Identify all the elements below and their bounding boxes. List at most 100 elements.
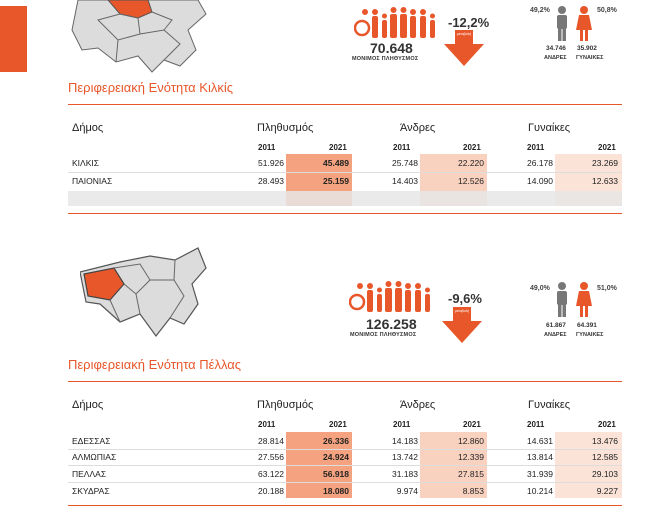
pella-population-caption: ΜΟΝΙΜΟΣ ΠΛΗΘΥΣΜΟΣ [350, 332, 417, 338]
table-cell: 14.403 [392, 176, 418, 186]
table-row-divider [68, 449, 622, 450]
table-cell: 14.631 [527, 436, 553, 446]
kilkis-year-men-2011: 2011 [393, 143, 411, 152]
kilkis-female-percent: 50,8% [597, 7, 617, 14]
male-icon [555, 282, 569, 323]
pella-year-pop-2021: 2021 [329, 420, 347, 429]
down-arrow-icon: μεταβολή [444, 30, 484, 71]
pella-divider [68, 381, 622, 382]
kilkis-population-caption: ΜΟΝΙΜΟΣ ΠΛΗΘΥΣΜΟΣ [352, 56, 419, 62]
kilkis-year-women-2011: 2011 [527, 143, 545, 152]
table-cell-municipality: ΚΙΛΚΙΣ [72, 158, 99, 168]
table-cell: 12.860 [458, 436, 484, 446]
kilkis-header-men: Άνδρες [400, 122, 436, 134]
table-cell-municipality: ΣΚΥΔΡΑΣ [72, 486, 110, 496]
table-cell: 13.814 [527, 452, 553, 462]
pella-male-percent: 49,0% [530, 285, 550, 292]
table-cell: 45.489 [323, 158, 349, 168]
table-cell-municipality: ΕΔΕΣΣΑΣ [72, 436, 111, 446]
table-row-divider [68, 465, 622, 466]
pella-year-men-2021: 2021 [463, 420, 481, 429]
table-cell: 63.122 [258, 469, 284, 479]
table-cell: 20.188 [258, 486, 284, 496]
table-cell: 28.814 [258, 436, 284, 446]
kilkis-male-count: 34.746 [546, 45, 566, 52]
pella-year-women-2021: 2021 [598, 420, 616, 429]
pella-female-label: ΓΥΝΑΙΚΕΣ [576, 332, 604, 338]
pella-female-count: 64.391 [577, 322, 597, 329]
pella-year-men-2011: 2011 [393, 420, 411, 429]
table-cell: 23.269 [592, 158, 618, 168]
table-cell: 14.090 [527, 176, 553, 186]
kilkis-header-population: Πληθυσμός [257, 122, 314, 134]
table-cell-municipality: ΠΕΛΛΑΣ [72, 469, 107, 479]
kilkis-male-label: ΑΝΔΡΕΣ [544, 55, 567, 61]
population-people-icon [353, 6, 442, 47]
female-icon [576, 6, 592, 47]
pella-male-label: ΑΝΔΡΕΣ [544, 332, 567, 338]
kilkis-region-title: Περιφερειακή Ενότητα Κιλκίς [68, 80, 234, 95]
table-cell: 31.939 [527, 469, 553, 479]
table-cell: 12.526 [458, 176, 484, 186]
pella-year-women-2011: 2011 [527, 420, 545, 429]
kilkis-header-municipality: Δήμος [72, 122, 104, 134]
kilkis-male-percent: 49,2% [530, 7, 550, 14]
table-cell: 28.493 [258, 176, 284, 186]
kilkis-year-men-2021: 2021 [463, 143, 481, 152]
pella-header-women: Γυναίκες [528, 399, 571, 411]
table-cell: 27.556 [258, 452, 284, 462]
pella-region-title: Περιφερειακή Ενότητα Πέλλας [68, 357, 242, 372]
table-cell: 18.080 [323, 486, 349, 496]
pella-population-total: 126.258 [366, 316, 417, 332]
kilkis-region-map [68, 0, 213, 75]
table-cell: 22.220 [458, 158, 484, 168]
pella-change-percent: -9,6% [448, 291, 482, 306]
pella-header-municipality: Δήμος [72, 399, 104, 411]
pella-bottom-rule [68, 505, 622, 506]
table-cell: 14.183 [392, 436, 418, 446]
table-cell: 29.103 [592, 469, 618, 479]
table-cell: 56.918 [323, 469, 349, 479]
kilkis-bottom-rule [68, 213, 622, 214]
kilkis-arrow-caption: μεταβολή [456, 32, 472, 36]
pella-year-pop-2011: 2011 [258, 420, 276, 429]
pella-female-percent: 51,0% [597, 285, 617, 292]
kilkis-total-row [68, 191, 622, 206]
pella-header-population: Πληθυσμός [257, 399, 314, 411]
table-cell: 25.159 [323, 176, 349, 186]
kilkis-header-women: Γυναίκες [528, 122, 571, 134]
table-cell: 27.815 [458, 469, 484, 479]
pella-region-map [80, 244, 210, 339]
table-cell: 10.214 [527, 486, 553, 496]
table-cell: 12.585 [592, 452, 618, 462]
table-cell: 9.227 [596, 486, 618, 496]
table-cell: 26.178 [527, 158, 553, 168]
kilkis-year-pop-2011: 2011 [258, 143, 276, 152]
table-cell: 24.924 [323, 452, 349, 462]
table-cell: 12.339 [458, 452, 484, 462]
pella-arrow-caption: μεταβολή [454, 309, 470, 313]
population-people-icon [348, 280, 437, 321]
kilkis-year-women-2021: 2021 [598, 143, 616, 152]
table-cell: 8.853 [462, 486, 484, 496]
table-cell: 13.476 [592, 436, 618, 446]
male-icon [555, 6, 569, 47]
table-cell: 25.748 [392, 158, 418, 168]
table-cell-municipality: ΑΛΜΩΠΙΑΣ [72, 452, 117, 462]
kilkis-divider [68, 104, 622, 105]
female-icon [576, 282, 592, 323]
down-arrow-icon: μεταβολή [442, 307, 482, 348]
table-row-divider [68, 172, 622, 173]
table-cell: 26.336 [323, 436, 349, 446]
table-cell-municipality: ΠΑΙΟΝΙΑΣ [72, 176, 113, 186]
table-cell: 31.183 [392, 469, 418, 479]
table-cell: 12.633 [592, 176, 618, 186]
kilkis-population-total: 70.648 [370, 40, 413, 56]
section-tab-marker [0, 6, 27, 72]
kilkis-year-pop-2021: 2021 [329, 143, 347, 152]
kilkis-change-percent: -12,2% [448, 15, 490, 30]
pella-male-count: 61.867 [546, 322, 566, 329]
table-cell: 51.926 [258, 158, 284, 168]
pella-header-men: Άνδρες [400, 399, 436, 411]
table-cell: 9.974 [396, 486, 418, 496]
